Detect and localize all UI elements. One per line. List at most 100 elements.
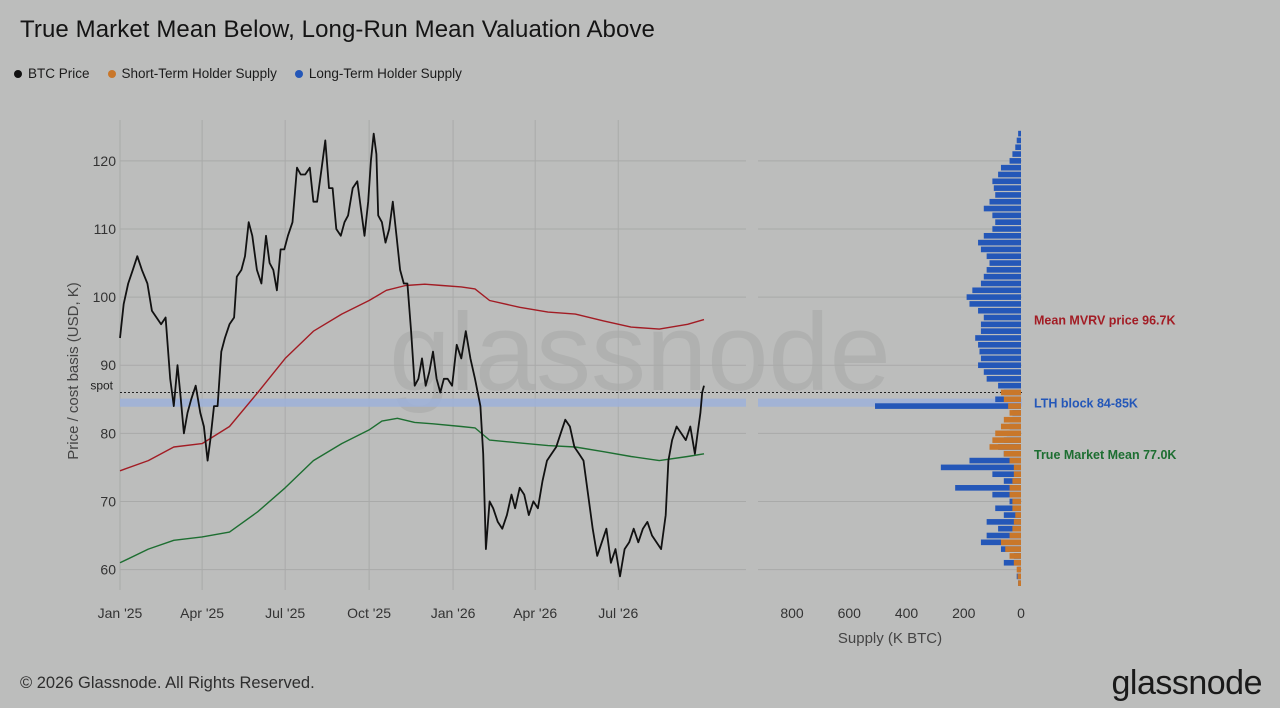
profile-x-tick-label: 200 — [952, 605, 976, 621]
lth-supply-bar — [992, 178, 1021, 185]
copyright-text: © 2026 Glassnode. All Rights Reserved. — [20, 674, 315, 692]
legend-dot-icon — [14, 69, 22, 78]
legend-dot-icon — [294, 69, 303, 78]
lth-supply-bar — [983, 369, 1021, 375]
lth-supply-bar — [966, 294, 1021, 300]
lth-supply-bar — [1000, 164, 1021, 171]
sth-supply-bar — [1005, 546, 1021, 552]
sth-supply-bar — [1008, 403, 1021, 409]
lth-supply-bar — [980, 355, 1021, 362]
sth-supply-bar — [1000, 539, 1021, 546]
lth-supply-bar — [995, 192, 1021, 198]
lth-band-profile — [758, 398, 1022, 407]
profile-x-axis-label: Supply (K BTC) — [838, 630, 942, 647]
annotation-label: Mean MVRV price 96.7K — [1034, 314, 1176, 328]
watermark: glassnode — [389, 291, 891, 414]
y-tick-label: 120 — [93, 153, 117, 169]
lth-supply-bar — [983, 205, 1021, 212]
lth-supply-bar — [983, 232, 1021, 239]
sth-supply-bar — [1003, 450, 1021, 457]
legend-label: Long-Term Holder Supply — [308, 66, 462, 81]
lth-supply-bar — [986, 376, 1021, 382]
chart-title: True Market Mean Below, Long-Run Mean Va… — [20, 16, 655, 43]
lth-supply-bar — [992, 471, 1021, 478]
brand-logo: glassnode — [1111, 664, 1262, 702]
sth-supply-bar — [1012, 525, 1021, 532]
lth-supply-bar — [978, 307, 1021, 314]
y-axis-label: Price / cost basis (USD, K) — [65, 282, 82, 460]
lth-supply-bar — [998, 171, 1021, 178]
legend: BTC Price Short-Term Holder Supply Long-… — [14, 66, 462, 81]
lth-supply-bar — [969, 301, 1021, 307]
sth-supply-bar — [989, 444, 1021, 450]
lth-supply-bar — [980, 328, 1021, 334]
legend-item-lth-supply[interactable]: Long-Term Holder Supply — [294, 66, 462, 81]
y-tick-label: 110 — [94, 221, 117, 237]
legend-label: Short-Term Holder Supply — [121, 66, 277, 81]
lth-supply-bar — [979, 348, 1021, 355]
lth-supply-bar — [993, 185, 1021, 191]
sth-supply-bar — [1003, 416, 1021, 423]
lth-supply-bar — [986, 519, 1021, 525]
sth-supply-bar — [1013, 559, 1021, 566]
lth-supply-bar — [992, 226, 1021, 232]
sth-supply-bar — [1000, 389, 1021, 396]
spot-label: spot — [90, 378, 113, 392]
sth-supply-bar — [1009, 457, 1021, 464]
sth-supply-bar — [1009, 532, 1021, 539]
legend-item-sth-supply[interactable]: Short-Term Holder Supply — [107, 66, 277, 81]
lth-supply-bar — [1009, 158, 1021, 164]
lth-supply-bar — [995, 219, 1021, 225]
lth-supply-bar — [875, 403, 1021, 409]
sth-supply-bar — [1017, 573, 1021, 580]
sth-supply-bar — [1015, 512, 1021, 518]
lth-supply-bar — [955, 485, 1021, 491]
profile-x-tick-label: 400 — [895, 605, 919, 621]
series-line-true-market-mean — [119, 417, 705, 564]
profile-x-tick-label: 0 — [1017, 605, 1025, 621]
x-tick-label: Oct '25 — [347, 605, 391, 621]
sth-supply-bar — [995, 430, 1021, 437]
annotation-label: True Market Mean 77.0K — [1034, 448, 1176, 462]
sth-supply-bar — [1013, 519, 1021, 525]
lth-supply-bar — [1015, 144, 1021, 151]
y-tick-label: 80 — [100, 425, 116, 441]
legend-item-btc-price[interactable]: BTC Price — [14, 66, 90, 81]
sth-supply-bar — [992, 437, 1021, 443]
x-tick-label: Apr '26 — [513, 605, 557, 621]
sth-supply-bar — [1013, 471, 1021, 478]
legend-label: BTC Price — [28, 66, 90, 81]
lth-supply-bar — [986, 267, 1021, 273]
lth-supply-bar — [983, 273, 1021, 280]
lth-supply-bar — [989, 198, 1021, 205]
lth-supply-bar — [1016, 137, 1021, 144]
price-plot: 60 70 80 90 100 110 120 Jan '25 Apr '25 Jul '25 Oc… — [65, 120, 1022, 621]
y-tick-label: 70 — [100, 493, 116, 509]
x-tick-label: Jan '26 — [431, 605, 476, 621]
sth-supply-bar — [1018, 580, 1021, 586]
series-line-mean-mvrv-price — [119, 283, 705, 472]
lth-supply-bar — [978, 239, 1021, 246]
y-tick-label: 100 — [93, 289, 117, 305]
sth-supply-bar — [1012, 478, 1021, 484]
series-line-btc-price — [119, 132, 705, 578]
lth-supply-bar — [983, 314, 1021, 321]
lth-supply-bar — [940, 464, 1021, 471]
lth-supply-bar — [978, 341, 1021, 348]
sth-supply-bar — [1009, 553, 1021, 559]
sth-supply-bar — [1012, 505, 1021, 512]
sth-supply-bar — [1000, 423, 1021, 430]
lth-supply-bar — [1003, 559, 1021, 566]
lth-supply-bar — [969, 457, 1021, 464]
lth-supply-bar — [986, 532, 1021, 539]
lth-supply-bar — [1018, 130, 1021, 137]
lth-supply-bar — [1012, 151, 1021, 157]
y-tick-label: 60 — [100, 562, 116, 578]
lth-band — [120, 398, 746, 407]
lth-supply-bar — [989, 260, 1021, 266]
lth-supply-bar — [975, 335, 1021, 341]
x-tick-label: Jul '25 — [265, 605, 305, 621]
supply-profile-plot: 800 600 400 200 0 Supply (K BTC) Mean MVRV pri… — [758, 130, 1176, 647]
lth-supply-bar — [1003, 512, 1021, 518]
